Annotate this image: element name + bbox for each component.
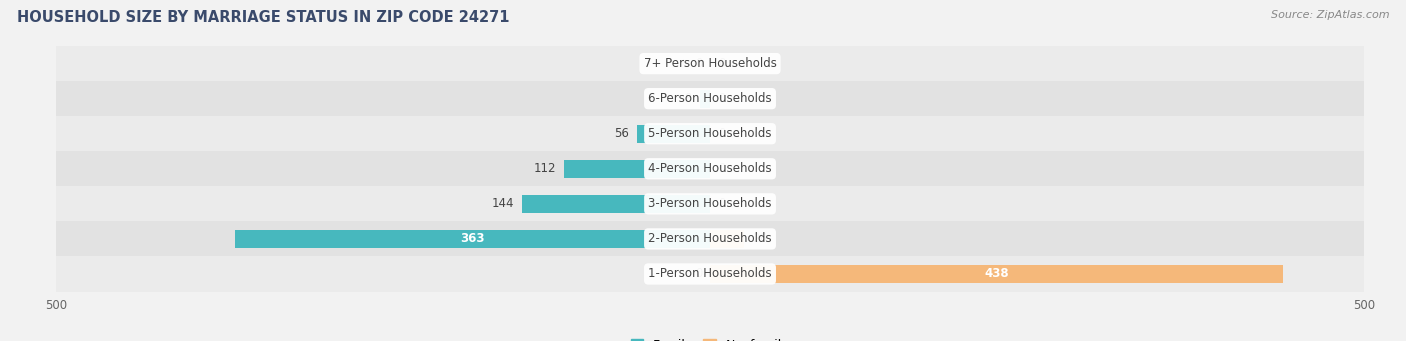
Text: 0: 0	[718, 162, 725, 175]
Bar	[700, 90, 710, 108]
Bar	[564, 160, 710, 178]
Bar	[710, 230, 744, 248]
Bar	[235, 230, 710, 248]
Text: 0: 0	[718, 57, 725, 70]
Text: 4-Person Households: 4-Person Households	[648, 162, 772, 175]
Text: HOUSEHOLD SIZE BY MARRIAGE STATUS IN ZIP CODE 24271: HOUSEHOLD SIZE BY MARRIAGE STATUS IN ZIP…	[17, 10, 509, 25]
Bar	[522, 195, 710, 213]
Text: 363: 363	[460, 233, 485, 246]
Text: 1-Person Households: 1-Person Households	[648, 267, 772, 281]
Text: 0: 0	[695, 267, 702, 281]
Legend: Family, Nonfamily: Family, Nonfamily	[626, 334, 794, 341]
Text: 6-Person Households: 6-Person Households	[648, 92, 772, 105]
Text: 0: 0	[695, 57, 702, 70]
Text: 2-Person Households: 2-Person Households	[648, 233, 772, 246]
Bar	[56, 186, 1364, 221]
Bar	[56, 116, 1364, 151]
Bar	[710, 265, 1282, 283]
Text: 0: 0	[718, 127, 725, 140]
Text: 7+ Person Households: 7+ Person Households	[644, 57, 776, 70]
Text: 26: 26	[752, 233, 766, 246]
Text: 8: 8	[685, 92, 692, 105]
Bar	[56, 151, 1364, 186]
Text: 5-Person Households: 5-Person Households	[648, 127, 772, 140]
Text: 0: 0	[718, 197, 725, 210]
Text: Source: ZipAtlas.com: Source: ZipAtlas.com	[1271, 10, 1389, 20]
Bar	[56, 256, 1364, 292]
Text: 144: 144	[491, 197, 515, 210]
Text: 56: 56	[614, 127, 628, 140]
Text: 0: 0	[718, 92, 725, 105]
Text: 112: 112	[533, 162, 555, 175]
Bar	[56, 221, 1364, 256]
Text: 3-Person Households: 3-Person Households	[648, 197, 772, 210]
Text: 438: 438	[984, 267, 1008, 281]
Bar	[56, 46, 1364, 81]
Bar	[637, 124, 710, 143]
Bar	[56, 81, 1364, 116]
